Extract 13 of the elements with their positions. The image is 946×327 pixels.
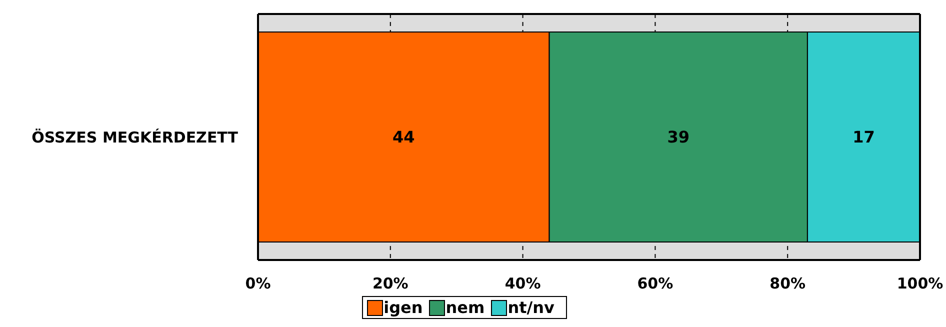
x-tick-label: 60% xyxy=(637,274,674,293)
x-tick-label: 80% xyxy=(770,274,806,293)
data-label: 44 xyxy=(392,128,415,147)
x-tick-label: 0% xyxy=(245,274,271,293)
legend-label: igen xyxy=(382,298,423,318)
data-label: 17 xyxy=(852,128,875,147)
data-label: 39 xyxy=(667,128,690,147)
legend-label: nt/nv xyxy=(506,298,554,318)
x-tick-label: 20% xyxy=(372,274,408,293)
x-tick-label: 100% xyxy=(896,274,944,293)
y-tick-label: ÖSSZES MEGKÉRDEZETT xyxy=(32,128,239,146)
x-tick-label: 40% xyxy=(504,274,541,293)
legend-label: nem xyxy=(444,298,485,318)
